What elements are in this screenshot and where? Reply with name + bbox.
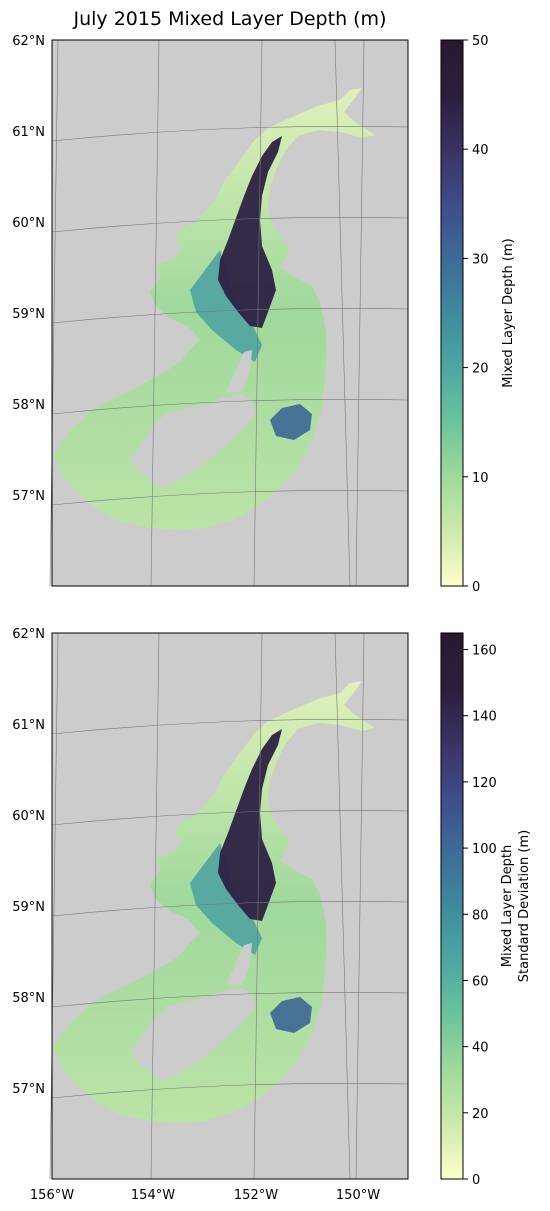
colorbar-tick-label: 60 xyxy=(472,974,489,989)
colorbar-tick-label: 0 xyxy=(472,1173,480,1188)
colorbar-tick-label: 140 xyxy=(472,710,497,725)
colorbar-tick-label: 10 xyxy=(472,471,489,486)
island-land xyxy=(123,535,141,545)
colorbar-tick-label: 160 xyxy=(472,644,497,659)
colorbar: 0 10 20 30 40 50 Mixed Layer Depth (m) xyxy=(440,34,516,594)
colorbar-tick-label: 0 xyxy=(472,580,480,594)
latitude-tick-label: 60°N xyxy=(12,216,45,231)
latitude-tick-label: 61°N xyxy=(12,718,45,733)
colorbar-tick-label: 40 xyxy=(472,143,489,158)
longitude-tick-label: 150°W xyxy=(336,1188,380,1203)
map-frame xyxy=(51,632,409,1180)
graticule xyxy=(49,632,409,1180)
latitude-tick-label: 62°N xyxy=(12,627,45,642)
colorbar: 0 20 40 60 80 100 120 140 160 Mixed Layer Depth St… xyxy=(440,632,532,1188)
island-land xyxy=(137,1126,155,1136)
map-panel-mixed-layer-depth: 62°N 61°N 60°N 59°N 58°N 57°N 0 10 20 30 40 50 Mixed… xyxy=(12,34,516,594)
map-plot-area xyxy=(49,39,409,587)
map-panel-mixed-layer-depth-std: 62°N 61°N 60°N 59°N 58°N 57°N 156°W 154°W 152°W 1… xyxy=(12,627,532,1203)
graticule xyxy=(49,39,409,587)
mid-depth-region xyxy=(190,250,262,362)
island-land xyxy=(226,350,252,392)
latitude-tick-label: 57°N xyxy=(12,489,45,504)
colorbar-tick-label: 20 xyxy=(472,1107,489,1122)
eddy-region xyxy=(270,404,312,440)
colorbar-gradient xyxy=(440,632,464,1180)
colorbar-tick-label: 50 xyxy=(472,34,489,49)
colorbar-tick-label: 20 xyxy=(472,362,489,377)
latitude-tick-label: 61°N xyxy=(12,125,45,140)
colorbar-tick-label: 40 xyxy=(472,1041,489,1056)
latitude-tick-label: 58°N xyxy=(12,398,45,413)
latitude-tick-label: 59°N xyxy=(12,900,45,915)
eddy-region xyxy=(270,997,312,1033)
mid-depth-region xyxy=(190,843,262,955)
colorbar-label: Standard Deviation (m) xyxy=(517,830,532,982)
colorbar-gradient xyxy=(440,39,464,587)
latitude-tick-label: 62°N xyxy=(12,34,45,49)
latitude-tick-label: 58°N xyxy=(12,991,45,1006)
colorbar-label: Mixed Layer Depth xyxy=(500,845,515,967)
island-land xyxy=(226,943,252,985)
colorbar-tick-label: 100 xyxy=(472,842,497,857)
colorbar-tick-label: 80 xyxy=(472,908,489,923)
figure-title: July 2015 Mixed Layer Depth (m) xyxy=(73,8,387,30)
latitude-tick-label: 59°N xyxy=(12,307,45,322)
deep-mixing-region xyxy=(218,136,282,328)
map-plot-area xyxy=(49,632,409,1180)
latitude-tick-label: 57°N xyxy=(12,1082,45,1097)
colorbar-tick-label: 120 xyxy=(472,776,497,791)
deep-mixing-region xyxy=(218,729,282,921)
longitude-tick-label: 152°W xyxy=(234,1188,278,1203)
latitude-tick-label: 60°N xyxy=(12,809,45,824)
island-land xyxy=(123,1128,141,1138)
colorbar-label: Mixed Layer Depth (m) xyxy=(501,238,516,387)
longitude-tick-label: 156°W xyxy=(30,1188,74,1203)
island-land xyxy=(137,533,155,543)
map-frame xyxy=(51,39,409,587)
longitude-tick-label: 154°W xyxy=(131,1188,175,1203)
island-land xyxy=(130,987,256,1081)
island-land xyxy=(130,394,256,488)
colorbar-tick-label: 30 xyxy=(472,252,489,267)
